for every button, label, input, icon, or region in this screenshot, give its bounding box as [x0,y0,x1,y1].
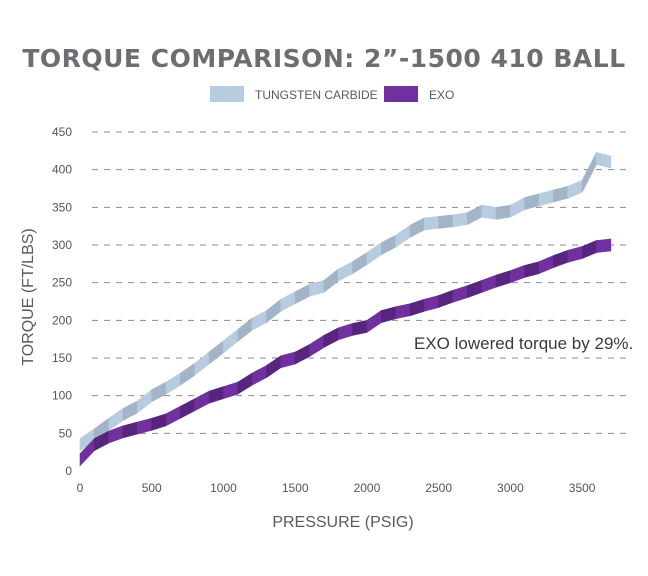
series-segment [409,217,425,238]
series-segment [538,255,554,275]
gridlines [92,131,628,434]
series-segment [165,405,181,427]
series-segment [237,317,253,343]
y-tick-label: 450 [52,125,72,139]
legend: TUNGSTEN CARBIDE EXO [210,86,454,102]
series-segment [137,417,153,435]
series-segment [424,216,439,231]
x-tick-label: 2000 [354,481,381,495]
series-segment [553,185,569,203]
series-segment [208,340,224,365]
series-segment [495,270,511,288]
x-tick-label: 0 [77,481,84,495]
series-segment [208,386,224,404]
series-segment [251,310,267,331]
series-tungsten-carbide [79,151,612,452]
x-axis-title: PRESSURE (PSIG) [272,514,413,531]
series-segment [180,362,196,386]
y-axis-ticks: 0 50 100 150 200 250 300 350 400 450 [52,125,72,478]
x-tick-label: 2500 [425,481,452,495]
series-exo [79,238,612,467]
y-tick-label: 50 [59,426,73,440]
series-segment [452,285,468,303]
series-segment [567,179,583,199]
series-segment [122,421,138,439]
x-tick-label: 3500 [569,481,596,495]
series-segment [596,151,612,169]
series-segment [151,413,167,431]
y-axis-title: TORQUE (FT/LBS) [20,228,37,366]
series-segment [409,298,425,317]
series-segment [581,240,597,259]
series-segment [366,242,382,266]
annotation-text: EXO lowered torque by 29%. [414,334,633,353]
series-segment [596,238,612,253]
series-segment [380,234,396,256]
series-segment [581,152,597,193]
y-tick-label: 400 [52,163,72,177]
y-tick-label: 200 [52,313,72,327]
series-segment [467,204,483,226]
series-segment [424,295,439,312]
series-segment [337,322,353,341]
series-segment [510,197,526,218]
series-segment [352,319,368,336]
series-segment [323,268,339,294]
y-tick-label: 150 [52,351,72,365]
series-group [79,151,612,467]
series-segment [366,309,382,333]
series-segment [294,283,310,305]
series-segment [194,351,210,376]
chart-title: TORQUE COMPARISON: 2”-1500 410 BALL [22,44,626,73]
series-segment [553,249,569,269]
y-tick-label: 100 [52,389,72,403]
series-segment [137,389,153,414]
series-segment [495,204,511,220]
x-tick-label: 1500 [282,481,309,495]
series-segment [266,355,282,379]
y-tick-label: 250 [52,276,72,290]
series-segment [567,246,583,263]
series-segment [223,381,239,400]
legend-swatch-exo [384,86,418,102]
series-segment [280,291,296,312]
series-segment [438,289,454,308]
series-segment [122,400,138,421]
series-segment [266,298,282,324]
series-segment [323,327,339,348]
y-tick-label: 300 [52,238,72,252]
series-segment [294,343,310,365]
series-segment [337,261,353,282]
series-segment [352,252,368,275]
series-segment [280,351,296,369]
x-tick-label: 3000 [497,481,524,495]
series-segment [395,303,411,320]
series-segment [452,212,468,228]
series-segment [309,334,325,358]
series-segment [165,372,181,395]
x-tick-label: 500 [142,481,162,495]
legend-label-tungsten-carbide: TUNGSTEN CARBIDE [255,88,378,102]
legend-label-exo: EXO [429,88,454,102]
y-tick-label: 0 [65,464,72,478]
series-segment [438,214,454,229]
series-segment [524,261,540,278]
x-axis-ticks: 0 500 1000 1500 2000 2500 3000 3500 [77,481,596,495]
y-tick-label: 350 [52,200,72,214]
series-segment [151,381,167,403]
series-segment [481,204,497,220]
series-segment [237,372,253,395]
series-segment [223,328,239,354]
series-segment [395,224,411,248]
series-segment [180,398,196,419]
x-tick-label: 1000 [210,481,237,495]
series-segment [194,390,210,412]
series-segment [481,274,497,293]
series-segment [538,189,554,207]
series-segment [251,365,267,386]
legend-swatch-tungsten-carbide [210,86,244,102]
series-segment [510,264,526,284]
